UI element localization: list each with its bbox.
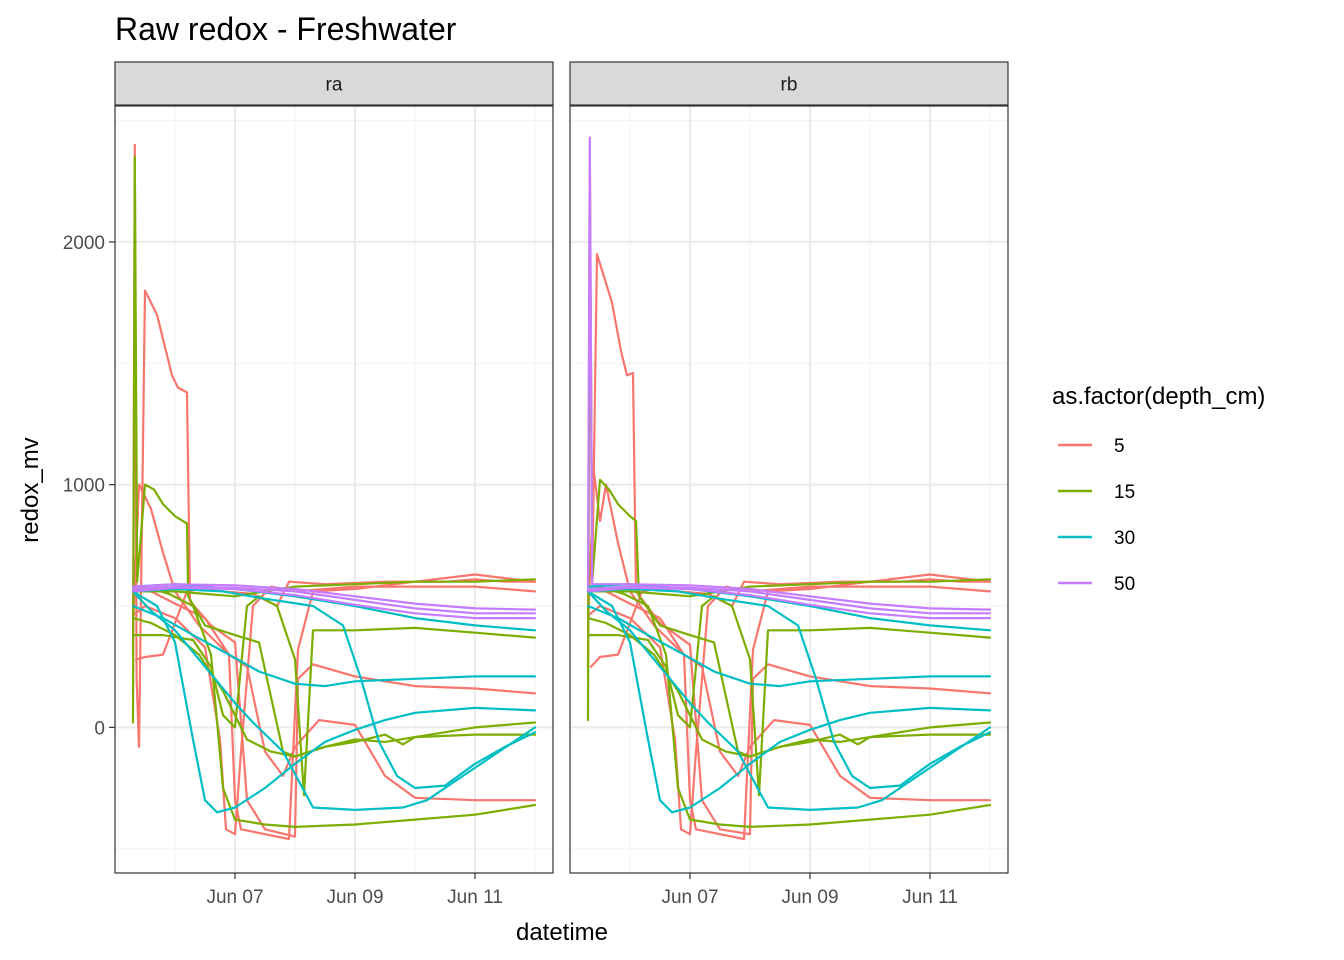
legend-entries: 5 15 30 50 xyxy=(1058,436,1135,595)
series-line-depth-30 xyxy=(586,590,992,814)
series-line-depth-50 xyxy=(131,586,537,620)
series-line-depth-30 xyxy=(131,590,537,811)
legend-entry-50: 50 xyxy=(1058,574,1135,595)
facet-strip xyxy=(569,61,1009,106)
panel-border xyxy=(569,105,1009,874)
legend-entry-30: 30 xyxy=(1058,528,1135,549)
legend-title: as.factor(depth_cm) xyxy=(1052,383,1265,410)
series-line-depth-15 xyxy=(586,585,992,828)
series-line-depth-50 xyxy=(586,136,992,611)
series-line-depth-50 xyxy=(586,585,992,615)
panel-ra: ra Jun 07 Jun 09 Jun 11 0 1000 2000 xyxy=(63,61,554,908)
x-tick-label: Jun 11 xyxy=(902,887,958,908)
legend-label: 5 xyxy=(1114,436,1125,457)
x-tick-label: Jun 11 xyxy=(447,887,503,908)
panels: ra Jun 07 Jun 09 Jun 11 0 1000 2000 rb Jun 07 Jun… xyxy=(63,61,1009,908)
legend-label: 50 xyxy=(1114,574,1135,595)
y-tick-label: 0 xyxy=(94,718,105,739)
facet-strip xyxy=(114,61,554,106)
series-line-depth-30 xyxy=(586,590,992,811)
facet-strip-label: rb xyxy=(781,75,798,96)
series-line-depth-15 xyxy=(131,595,537,797)
panel-rb: rb Jun 07 Jun 09 Jun 11 xyxy=(569,61,1009,908)
series-line-depth-15 xyxy=(586,595,992,797)
series-line-depth-5 xyxy=(586,471,992,841)
series-line-depth-30 xyxy=(131,604,537,688)
y-tick-label: 2000 xyxy=(63,233,105,254)
series-line-depth-50 xyxy=(131,585,537,615)
legend-label: 15 xyxy=(1114,482,1135,503)
x-tick-label: Jun 07 xyxy=(206,887,263,908)
series-line-depth-5 xyxy=(586,148,992,836)
x-axis-title: datetime xyxy=(516,919,608,946)
panel-border xyxy=(114,105,554,874)
x-tick-label: Jun 07 xyxy=(661,887,718,908)
x-tick-label: Jun 09 xyxy=(326,887,383,908)
legend-label: 30 xyxy=(1114,528,1135,549)
y-axis-title: redox_mv xyxy=(17,437,44,542)
legend: as.factor(depth_cm) 5 15 30 50 xyxy=(1052,383,1265,595)
legend-entry-15: 15 xyxy=(1058,482,1135,503)
series-line-depth-15 xyxy=(131,585,537,828)
series-line-depth-30 xyxy=(131,590,537,814)
facet-strip-label: ra xyxy=(326,75,343,96)
series-line-depth-50 xyxy=(586,586,992,620)
series-line-depth-30 xyxy=(586,587,992,790)
legend-entry-5: 5 xyxy=(1058,436,1125,457)
series-line-depth-30 xyxy=(586,604,992,688)
y-tick-label: 1000 xyxy=(63,476,105,497)
chart-title: Raw redox - Freshwater xyxy=(115,11,457,47)
series-line-depth-5 xyxy=(586,590,992,802)
series-line-depth-30 xyxy=(131,587,537,790)
x-tick-label: Jun 09 xyxy=(781,887,838,908)
series-line-depth-5 xyxy=(131,590,537,802)
series-line-depth-50 xyxy=(131,583,537,611)
